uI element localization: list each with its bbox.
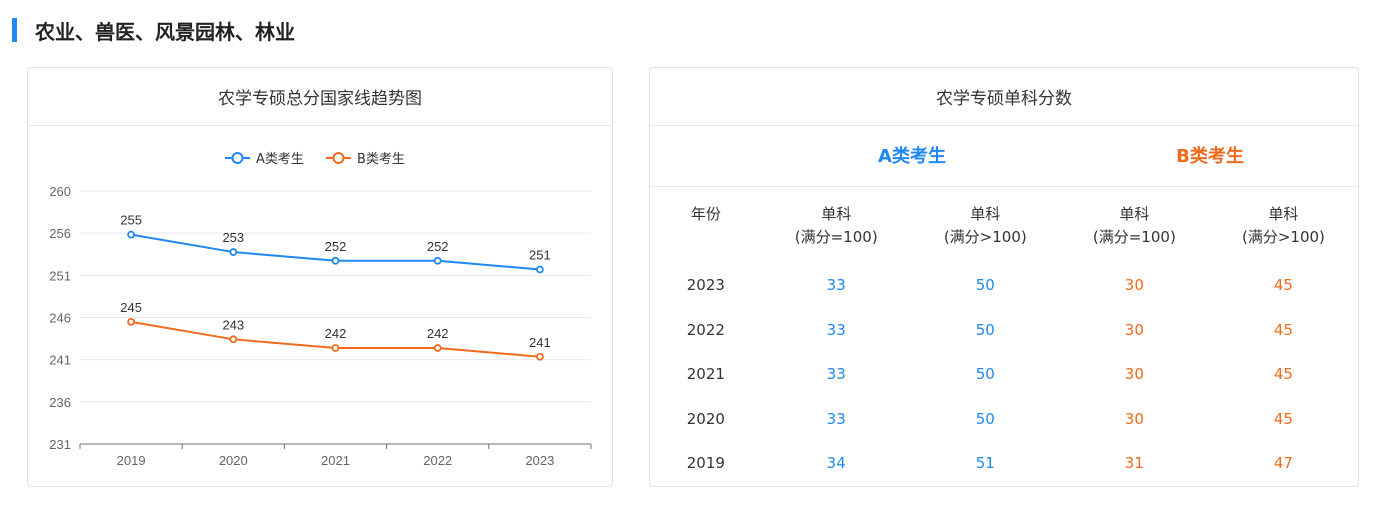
score-cell: 45: [1273, 320, 1293, 339]
score-cell: 30: [1124, 276, 1144, 295]
data-label: 243: [222, 317, 244, 332]
year-cell: 2023: [686, 276, 725, 295]
x-tick-label: 2023: [525, 453, 554, 468]
score-cell: 30: [1124, 320, 1144, 339]
table-row: 2020 33 50 30 45: [650, 397, 1358, 442]
score-cell: 50: [975, 409, 995, 428]
legend-marker-a: [231, 152, 244, 164]
y-tick-label: 246: [49, 311, 71, 326]
data-point: [535, 352, 544, 361]
data-label: 245: [120, 300, 142, 315]
y-tick-label: 256: [49, 226, 71, 241]
header-sublabel: (满分=100): [1092, 227, 1176, 246]
x-tick-label: 2020: [219, 453, 248, 468]
table-row: 2019 34 51 31 47: [650, 441, 1358, 486]
group-a-label: A类考生: [878, 146, 946, 167]
year-cell: 2022: [686, 320, 725, 339]
section-accent-bar: [12, 18, 17, 42]
header-label: 单科: [1119, 204, 1150, 223]
score-cell: 31: [1124, 454, 1144, 473]
year-cell: 2020: [686, 409, 725, 428]
header-year-sub: [650, 226, 762, 249]
chart-card-title: 农学专硕总分国家线趋势图: [28, 68, 612, 126]
table-row: 2022 33 50 30 45: [650, 308, 1358, 353]
year-cell: 2019: [686, 454, 725, 473]
data-point: [331, 344, 340, 352]
data-point: [127, 317, 135, 326]
data-label: 252: [427, 239, 449, 254]
group-b-label: B类考生: [1176, 146, 1244, 167]
table-row: 2023 33 50 30 45: [650, 263, 1358, 308]
trend-chart: 260 256 251 246 241 236 231 2019 2020 2021 2022 202…: [49, 152, 592, 468]
data-point: [331, 256, 340, 265]
header-label: 单科: [970, 204, 1001, 223]
header-label: 单科: [821, 204, 852, 223]
legend-marker-b: [332, 152, 345, 164]
single-subject-card: 农学专硕单科分数 A类考生 B类考生 年份 单科 (满分=100) 单科 (满分…: [649, 67, 1359, 487]
data-label: 242: [427, 326, 449, 341]
data-label: 252: [325, 239, 347, 254]
header-a-100: 单科 (满分=100): [762, 188, 911, 263]
table-header-row: 年份 单科 (满分=100) 单科 (满分>100) 单科 (满分=100) 单…: [650, 188, 1358, 263]
score-cell: 50: [975, 320, 995, 339]
y-tick-label: 241: [49, 353, 71, 368]
section-title: 农业、兽医、风景园林、林业: [35, 19, 295, 44]
header-sublabel: (满分>100): [943, 227, 1027, 246]
header-a-over100: 单科 (满分>100): [911, 188, 1060, 263]
score-cell: 45: [1273, 276, 1293, 295]
score-cell: 30: [1124, 409, 1144, 428]
score-cell: 45: [1273, 409, 1293, 428]
data-point: [127, 230, 135, 239]
y-tick-label: 231: [49, 437, 71, 452]
data-label: 255: [120, 213, 142, 228]
score-cell: 33: [826, 409, 846, 428]
data-point: [433, 344, 442, 352]
score-cell: 33: [826, 365, 846, 384]
header-sublabel: (满分=100): [794, 227, 878, 246]
header-label: 单科: [1268, 204, 1299, 223]
table-card-title: 农学专硕单科分数: [650, 68, 1358, 126]
score-cell: 34: [826, 454, 846, 473]
legend-label: A类考生: [256, 152, 304, 167]
group-header-row: A类考生 B类考生: [650, 127, 1358, 187]
score-cell: 33: [826, 320, 846, 339]
header-sublabel: (满分>100): [1241, 227, 1325, 246]
year-cell: 2021: [686, 365, 725, 384]
data-point: [535, 265, 544, 274]
header-b-100: 单科 (满分=100): [1060, 188, 1209, 263]
score-cell: 47: [1273, 454, 1293, 473]
x-tick-label: 2021: [321, 453, 350, 468]
score-cell: 30: [1124, 365, 1144, 384]
score-cell: 50: [975, 365, 995, 384]
score-cell: 33: [826, 276, 846, 295]
header-year-label: 年份: [690, 204, 721, 223]
data-label: 253: [222, 230, 244, 245]
trend-chart-card: 农学专硕总分国家线趋势图 260 256 251 246 241 236 231 2019 20…: [27, 67, 613, 487]
table-row: 2021 33 50 30 45: [650, 352, 1358, 397]
data-point: [433, 256, 442, 265]
legend-label: B类考生: [357, 152, 405, 167]
x-tick-label: 2022: [423, 453, 452, 468]
y-tick-label: 260: [49, 184, 71, 199]
data-label: 242: [325, 326, 347, 341]
data-label: 241: [529, 335, 551, 350]
score-cell: 51: [975, 454, 995, 473]
data-label: 251: [529, 248, 551, 263]
header-b-over100: 单科 (满分>100): [1209, 188, 1358, 263]
scores-table: 年份 单科 (满分=100) 单科 (满分>100) 单科 (满分=100) 单…: [650, 188, 1358, 486]
y-tick-label: 251: [49, 268, 71, 283]
section-header: 农业、兽医、风景园林、林业: [12, 16, 295, 44]
data-point: [229, 335, 238, 344]
x-tick-label: 2019: [117, 453, 146, 468]
header-year: 年份: [650, 188, 762, 263]
data-point: [229, 248, 238, 256]
score-cell: 50: [975, 276, 995, 295]
score-cell: 45: [1273, 365, 1293, 384]
y-tick-label: 236: [49, 395, 71, 410]
